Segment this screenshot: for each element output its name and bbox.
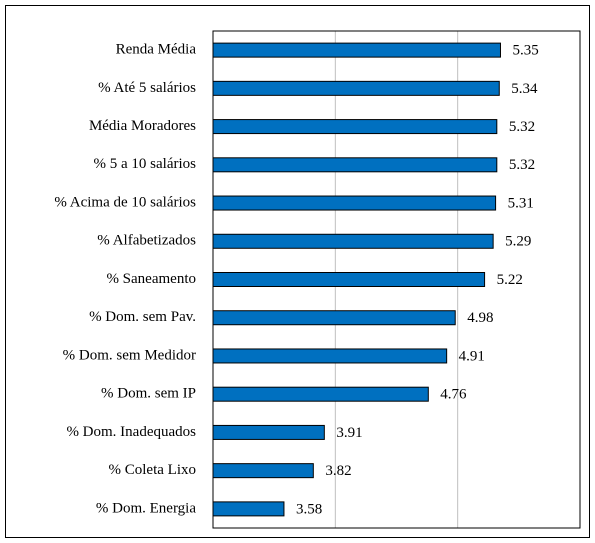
value-label: 5.29 xyxy=(505,234,531,250)
value-label: 4.98 xyxy=(467,310,493,326)
value-label: 5.35 xyxy=(512,43,538,59)
category-label: Média Moradores xyxy=(89,118,196,134)
bar xyxy=(212,501,285,517)
bar xyxy=(212,80,500,96)
value-label: 5.22 xyxy=(497,272,523,288)
value-label: 3.58 xyxy=(296,501,322,517)
category-label: Renda Média xyxy=(116,42,197,58)
category-label: % 5 a 10 salários xyxy=(94,156,197,172)
category-label: % Dom. Energia xyxy=(96,500,196,516)
category-label: % Até 5 salários xyxy=(98,80,196,96)
category-label: % Coleta Lixo xyxy=(109,462,196,478)
bar xyxy=(212,463,314,479)
bar xyxy=(212,348,448,364)
value-label: 5.32 xyxy=(509,157,535,173)
bar xyxy=(212,157,498,173)
value-label: 3.82 xyxy=(325,463,351,479)
value-label: 5.31 xyxy=(508,195,534,211)
category-label: % Saneamento xyxy=(106,271,196,287)
bar xyxy=(212,424,325,440)
category-label: % Acima de 10 salários xyxy=(54,194,196,210)
bar xyxy=(212,310,456,326)
value-label: 3.91 xyxy=(336,425,362,441)
bar xyxy=(212,42,501,58)
bar xyxy=(212,386,429,402)
bar xyxy=(212,119,498,135)
value-label: 4.91 xyxy=(459,348,485,364)
bar xyxy=(212,233,494,249)
bar xyxy=(212,272,486,287)
value-label: 5.32 xyxy=(509,119,535,135)
category-label: % Dom. sem Medidor xyxy=(63,347,196,363)
value-label: 5.34 xyxy=(511,81,538,97)
category-label: % Dom. Inadequados xyxy=(66,424,196,440)
value-label: 4.76 xyxy=(440,387,467,403)
category-label: % Alfabetizados xyxy=(97,233,196,249)
category-label: % Dom. sem IP xyxy=(101,386,196,402)
bar xyxy=(212,195,497,211)
category-label: % Dom. sem Pav. xyxy=(89,309,196,325)
